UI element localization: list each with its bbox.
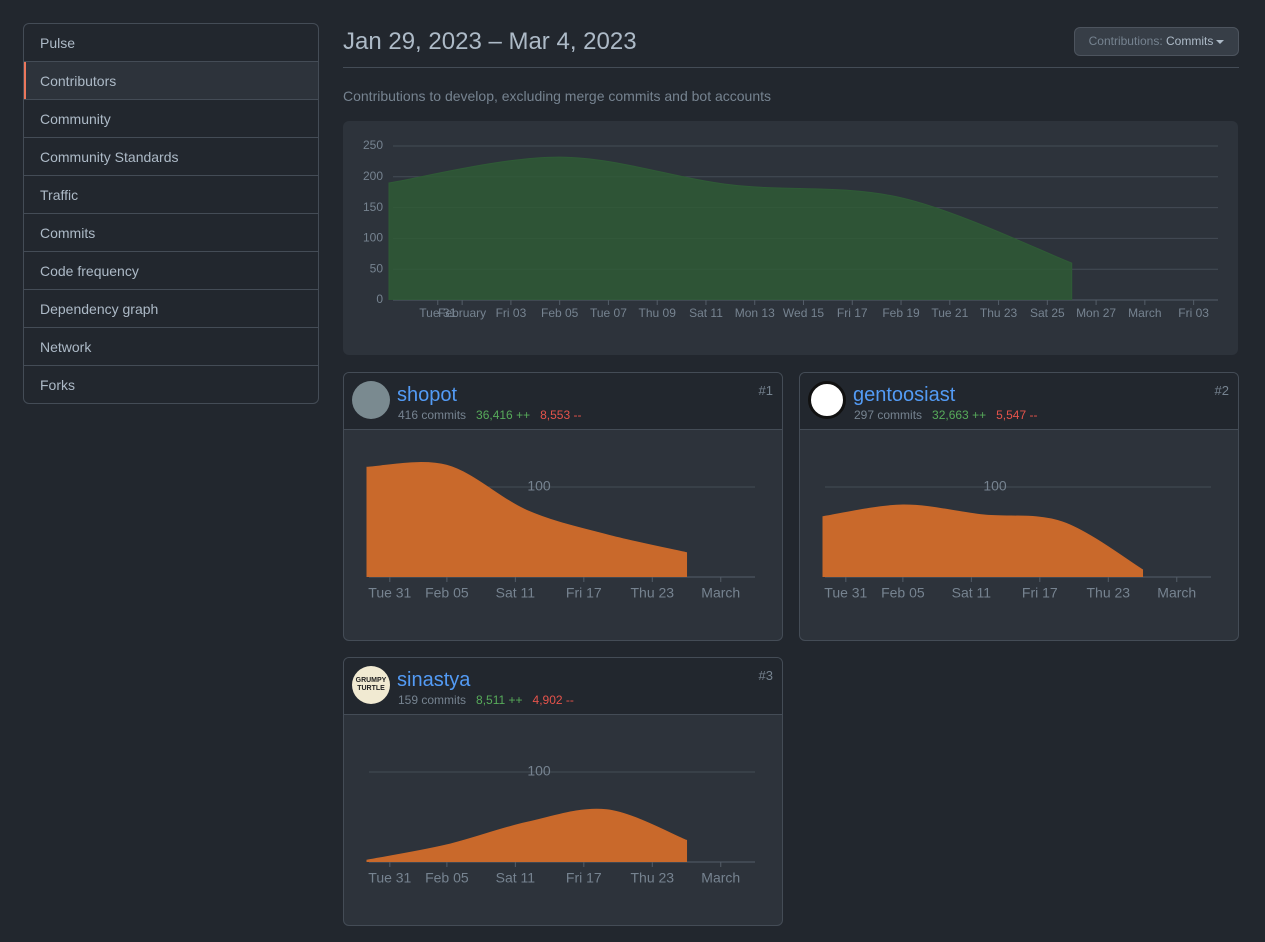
nav-item[interactable]: Dependency graph xyxy=(24,289,318,327)
divider xyxy=(343,67,1239,68)
caret xyxy=(1216,39,1225,44)
contributor-card: GRUMPY TURTLE sinastya 159 commits 8,511 ++… xyxy=(343,657,783,926)
avatar xyxy=(808,381,846,419)
deletions: 8,553 -- xyxy=(540,408,582,422)
nav-item[interactable]: Community xyxy=(24,99,318,137)
commit-count: 416 commits xyxy=(398,408,467,422)
contributor-card: gentoosiast 297 commits 32,663 ++ 5,547 -- #… xyxy=(799,372,1239,641)
sidebar-nav: Pulse Contributors Community Community Stan… xyxy=(23,23,319,404)
nav-item[interactable]: Community Standards xyxy=(24,137,318,175)
nav-item[interactable]: Code frequency xyxy=(24,251,318,289)
card-header: gentoosiast 297 commits 32,663 ++ 5,547 -- #… xyxy=(800,373,1238,430)
rank: #1 xyxy=(758,383,773,398)
nav-item[interactable]: Commits xyxy=(24,213,318,251)
contributor-card: shopot 416 commits 36,416 ++ 8,553 -- #1 xyxy=(343,372,783,641)
date-range-title: Jan 29, 2023 – Mar 4, 2023 xyxy=(343,28,637,55)
contributor-name[interactable]: shopot xyxy=(397,384,458,406)
avatar: GRUMPY TURTLE xyxy=(352,666,390,704)
avatar xyxy=(352,381,390,419)
rank: #2 xyxy=(1214,383,1229,398)
contributor-name[interactable]: sinastya xyxy=(397,669,471,691)
button-value: Commits xyxy=(1166,34,1214,48)
card-header: shopot 416 commits 36,416 ++ 8,553 -- #1 xyxy=(344,373,782,430)
subtitle: Contributions to develop, excluding merg… xyxy=(343,88,772,104)
additions: 8,511 ++ xyxy=(476,693,523,707)
contributor-stats: 416 commits 36,416 ++ 8,553 -- xyxy=(398,408,581,422)
nav-item[interactable]: Network xyxy=(24,327,318,365)
contributor-stats: 297 commits 32,663 ++ 5,547 -- xyxy=(854,408,1037,422)
contributor-name[interactable]: gentoosiast xyxy=(853,384,956,406)
nav-item[interactable]: Traffic xyxy=(24,175,318,213)
nav-item[interactable]: Contributors xyxy=(24,61,318,99)
rank: #3 xyxy=(758,668,773,683)
contributions-button[interactable]: Contributions: Commits xyxy=(1074,27,1239,56)
deletions: 4,902 -- xyxy=(532,693,574,707)
button-label: Contributions: xyxy=(1088,34,1163,48)
commit-count: 297 commits xyxy=(854,408,923,422)
nav-item[interactable]: Forks xyxy=(24,365,318,403)
nav-item[interactable]: Pulse xyxy=(40,35,76,51)
additions: 32,663 ++ xyxy=(932,408,987,422)
additions: 36,416 ++ xyxy=(476,408,531,422)
contributor-stats: 159 commits 8,511 ++ 4,902 -- xyxy=(398,693,574,707)
deletions: 5,547 -- xyxy=(996,408,1038,422)
commit-count: 159 commits xyxy=(398,693,467,707)
main-chart-panel xyxy=(343,121,1238,355)
card-header: GRUMPY TURTLE sinastya 159 commits 8,511 ++… xyxy=(344,658,782,715)
